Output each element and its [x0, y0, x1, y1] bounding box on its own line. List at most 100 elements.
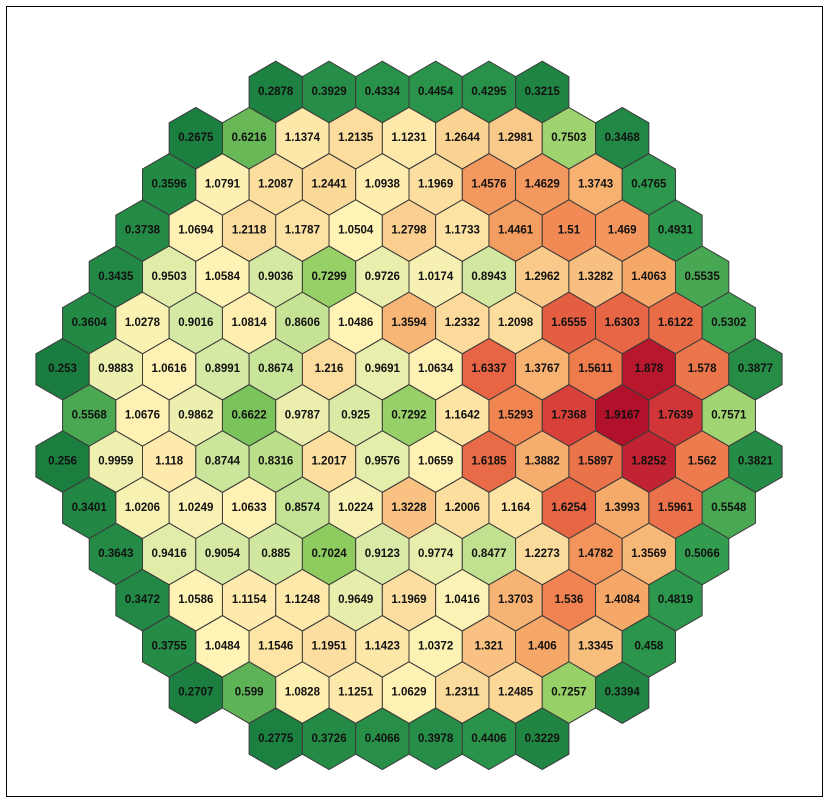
hex-cell: 0.8316 — [248, 430, 303, 493]
hex-cell-label: 1.1733 — [445, 225, 480, 237]
hex-cell-label: 0.2675 — [178, 132, 214, 144]
hex-cell-label: 1.0634 — [418, 363, 454, 375]
hex-cell-label: 1.8252 — [631, 456, 666, 468]
hex-cell-label: 1.406 — [528, 640, 557, 652]
hex-cell-label: 1.0372 — [418, 640, 453, 652]
hex-cell-label: 1.0584 — [205, 271, 241, 283]
hex-cell-label: 1.0586 — [178, 594, 213, 606]
hex-cell: 0.5535 — [675, 245, 730, 309]
hex-cell: 1.3743 — [568, 153, 623, 216]
hex-cell-label: 0.3738 — [125, 225, 161, 237]
hex-cell: 1.9167 — [595, 384, 650, 447]
hex-cell: 1.2485 — [488, 661, 543, 724]
hex-cell-label: 1.4629 — [525, 178, 560, 190]
hex-cell-label: 0.8574 — [285, 502, 321, 514]
hex-cell: 1.3703 — [488, 568, 543, 632]
hex-cell: 1.0616 — [142, 337, 197, 401]
hex-cell-label: 0.4819 — [658, 594, 693, 606]
hex-cell-label: 1.2118 — [232, 225, 267, 237]
hex-cell-label: 1.1248 — [285, 594, 321, 606]
hex-cell-label: 1.2273 — [525, 548, 560, 560]
hex-cell-label: 0.9787 — [285, 409, 320, 421]
hex-cell-label: 1.3345 — [578, 640, 614, 652]
hex-cell-label: 0.8991 — [205, 363, 241, 375]
hex-cell-label: 0.9862 — [178, 409, 213, 421]
hex-cell-label: 0.7024 — [311, 548, 347, 560]
hex-cell: 1.2441 — [301, 153, 357, 216]
hex-cell-label: 1.164 — [501, 502, 530, 514]
hex-heatmap: 0.2878 0.3929 0.4334 0.4454 0.4295 0.3215 0.26… — [35, 60, 783, 771]
hex-cell-label: 1.0224 — [338, 502, 374, 514]
hex-cell-label: 1.0484 — [205, 640, 241, 652]
hex-cell-label: 0.2775 — [258, 733, 294, 745]
hex-cell: 0.3394 — [595, 661, 650, 724]
hex-cell: 0.3468 — [595, 106, 650, 170]
hex-cell: 0.9016 — [168, 291, 223, 355]
hex-cell-label: 0.4066 — [365, 733, 400, 745]
hex-cell: 1.2798 — [381, 199, 437, 262]
hex-cell-label: 0.3821 — [738, 456, 774, 468]
hex-cell-label: 1.1374 — [285, 132, 321, 144]
hex-cell: 1.0486 — [328, 291, 383, 355]
hex-cell-label: 0.7257 — [551, 687, 586, 699]
hex-cell-label: 1.2135 — [338, 132, 374, 144]
hex-cell-label: 1.6254 — [551, 502, 587, 514]
hex-cell: 1.0249 — [168, 476, 223, 540]
hex-cell-label: 1.3767 — [525, 363, 560, 375]
hex-cell-label: 0.9036 — [258, 271, 293, 283]
hex-cell: 1.6122 — [648, 291, 703, 355]
hex-cell-label: 1.1231 — [391, 132, 427, 144]
hex-cell-label: 1.2017 — [311, 456, 346, 468]
hex-cell-label: 0.885 — [261, 548, 290, 560]
hex-cell-label: 0.9016 — [178, 317, 213, 329]
hex-cell: 0.4406 — [461, 707, 517, 771]
hex-cell-label: 1.0694 — [178, 225, 214, 237]
hex-cell-shape — [515, 707, 570, 771]
hex-cell: 0.8674 — [248, 337, 303, 401]
hex-cell: 0.4295 — [461, 60, 517, 124]
hex-cell-label: 1.0791 — [205, 178, 241, 190]
hex-cell-label: 1.6122 — [658, 317, 693, 329]
hex-cell-label: 1.1787 — [285, 225, 320, 237]
hex-cell-label: 1.6337 — [471, 363, 506, 375]
hex-cell-label: 0.8744 — [205, 456, 241, 468]
hex-cell-label: 1.0504 — [338, 225, 374, 237]
hex-cell-label: 0.8316 — [258, 456, 293, 468]
hex-cell: 1.3345 — [568, 615, 623, 678]
hex-cell-label: 0.599 — [235, 687, 264, 699]
hex-cell: 0.3738 — [115, 199, 170, 262]
hex-cell-label: 1.1951 — [311, 640, 347, 652]
hex-cell-label: 0.3435 — [98, 271, 134, 283]
hex-cell-label: 1.578 — [688, 363, 717, 375]
hex-cell-label: 1.7639 — [658, 409, 693, 421]
hex-cell-label: 1.878 — [634, 363, 663, 375]
hex-cell: 0.253 — [35, 337, 90, 401]
hex-cell-label: 0.4406 — [471, 733, 506, 745]
hex-cell-label: 1.3282 — [578, 271, 613, 283]
hex-cell: 0.9576 — [355, 430, 410, 493]
hex-cell: 0.6622 — [221, 384, 277, 447]
hex-cell-label: 1.0676 — [125, 409, 160, 421]
hex-cell-label: 0.8674 — [258, 363, 294, 375]
hex-cell-label: 0.3877 — [738, 363, 773, 375]
hex-cell-label: 0.3472 — [125, 594, 160, 606]
hex-cell: 0.4334 — [355, 60, 410, 124]
hex-cell: 0.3215 — [515, 60, 570, 124]
hex-cell-label: 0.9054 — [205, 548, 241, 560]
hex-cell-label: 1.0938 — [365, 178, 401, 190]
hex-cell: 1.1231 — [381, 106, 437, 170]
hex-cell-label: 0.3978 — [418, 733, 454, 745]
hex-cell-label: 0.9883 — [98, 363, 133, 375]
hex-cell: 0.9787 — [275, 384, 330, 447]
hex-cell: 1.164 — [488, 476, 543, 540]
hex-cell-label: 0.2878 — [258, 86, 294, 98]
hex-cell-label: 0.4295 — [471, 86, 507, 98]
hex-cell-label: 1.1642 — [445, 409, 480, 421]
hex-cell: 1.5611 — [568, 337, 623, 401]
hex-cell-label: 1.0486 — [338, 317, 373, 329]
hex-cell-label: 1.2981 — [498, 132, 534, 144]
hex-cell: 1.1642 — [435, 384, 490, 447]
hex-cell-label: 1.6303 — [605, 317, 640, 329]
hex-cell-label: 1.2485 — [498, 687, 534, 699]
hex-cell-label: 0.7503 — [551, 132, 586, 144]
